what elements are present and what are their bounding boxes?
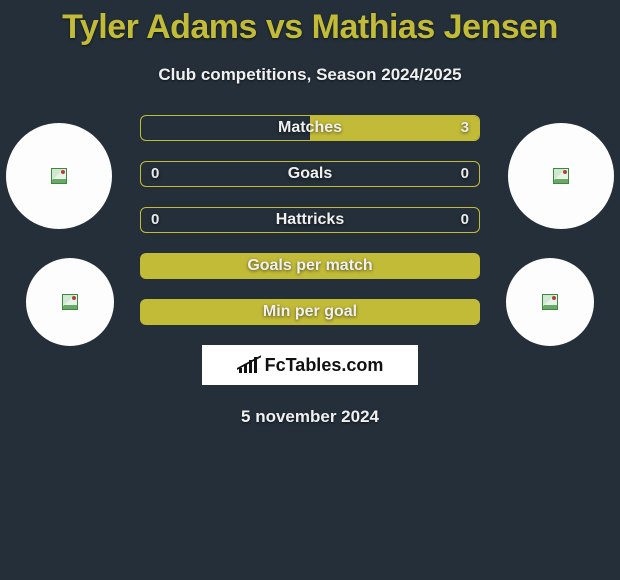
brand-badge: FcTables.com xyxy=(202,345,418,385)
comparison-subtitle: Club competitions, Season 2024/2025 xyxy=(0,65,620,85)
stat-label: Min per goal xyxy=(263,303,357,321)
stat-value-right: 3 xyxy=(461,119,469,136)
comparison-title: Tyler Adams vs Mathias Jensen xyxy=(0,0,620,47)
stat-value-left: 0 xyxy=(151,211,159,228)
stat-value-right: 0 xyxy=(461,211,469,228)
stat-label: Hattricks xyxy=(276,211,344,229)
comparison-date: 5 november 2024 xyxy=(0,407,620,427)
brand-text: FcTables.com xyxy=(265,355,384,376)
bar-chart-icon xyxy=(237,357,259,373)
stat-row: 0 0 Hattricks xyxy=(140,207,480,233)
stat-row: Min per goal xyxy=(140,299,480,325)
stat-label: Goals per match xyxy=(247,257,372,275)
stat-row: 0 0 Goals xyxy=(140,161,480,187)
stat-value-right: 0 xyxy=(461,165,469,182)
stat-label: Goals xyxy=(288,165,332,183)
stat-row: Goals per match xyxy=(140,253,480,279)
player2-avatar-top xyxy=(508,123,614,229)
broken-image-icon xyxy=(62,294,78,310)
broken-image-icon xyxy=(542,294,558,310)
stat-value-left: 0 xyxy=(151,165,159,182)
broken-image-icon xyxy=(51,168,67,184)
broken-image-icon xyxy=(553,168,569,184)
player1-avatar-top xyxy=(6,123,112,229)
player2-avatar-bottom xyxy=(506,258,594,346)
stat-row: 3 Matches xyxy=(140,115,480,141)
stat-label: Matches xyxy=(278,119,342,137)
stats-container: 3 Matches 0 0 Goals 0 0 Hattricks Goals per matc… xyxy=(140,115,480,325)
player1-avatar-bottom xyxy=(26,258,114,346)
